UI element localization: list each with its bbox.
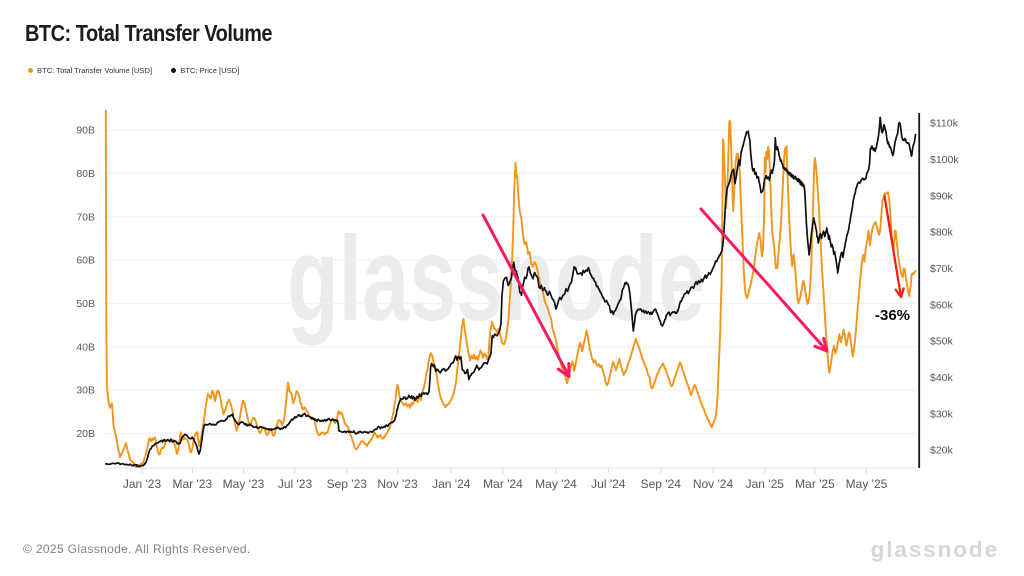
svg-text:Jul '23: Jul '23 xyxy=(278,477,313,491)
svg-text:Mar '25: Mar '25 xyxy=(795,477,835,491)
svg-text:Mar '23: Mar '23 xyxy=(172,477,212,491)
svg-text:Nov '24: Nov '24 xyxy=(693,477,734,491)
svg-text:May '24: May '24 xyxy=(535,477,577,491)
svg-text:$90k: $90k xyxy=(930,190,954,202)
svg-text:May '25: May '25 xyxy=(846,477,888,491)
svg-text:Jan '23: Jan '23 xyxy=(123,477,162,491)
svg-text:90B: 90B xyxy=(76,125,95,137)
svg-text:Jan '24: Jan '24 xyxy=(432,477,471,491)
svg-text:-36%: -36% xyxy=(875,307,910,324)
svg-text:May '23: May '23 xyxy=(223,477,265,491)
svg-text:$40k: $40k xyxy=(930,372,954,384)
svg-text:Nov '23: Nov '23 xyxy=(377,477,418,491)
svg-text:$60k: $60k xyxy=(930,299,954,311)
svg-text:Jan '25: Jan '25 xyxy=(746,477,785,491)
svg-text:$30k: $30k xyxy=(930,408,954,420)
svg-text:$110k: $110k xyxy=(930,118,959,130)
svg-text:$100k: $100k xyxy=(930,154,959,166)
svg-text:80B: 80B xyxy=(76,168,95,180)
svg-text:glassnode: glassnode xyxy=(287,212,705,346)
svg-text:$80k: $80k xyxy=(930,227,954,239)
svg-text:40B: 40B xyxy=(76,341,95,353)
svg-text:70B: 70B xyxy=(76,211,95,223)
svg-text:Sep '23: Sep '23 xyxy=(327,477,368,491)
svg-text:20B: 20B xyxy=(76,428,95,440)
svg-text:Mar '24: Mar '24 xyxy=(483,477,523,491)
svg-text:Sep '24: Sep '24 xyxy=(641,477,682,491)
svg-text:60B: 60B xyxy=(76,255,95,267)
svg-text:Jul '24: Jul '24 xyxy=(591,477,626,491)
svg-text:$70k: $70k xyxy=(930,263,954,275)
svg-text:30B: 30B xyxy=(76,385,95,397)
svg-text:$20k: $20k xyxy=(930,445,954,457)
svg-text:$50k: $50k xyxy=(930,336,954,348)
svg-text:50B: 50B xyxy=(76,298,95,310)
